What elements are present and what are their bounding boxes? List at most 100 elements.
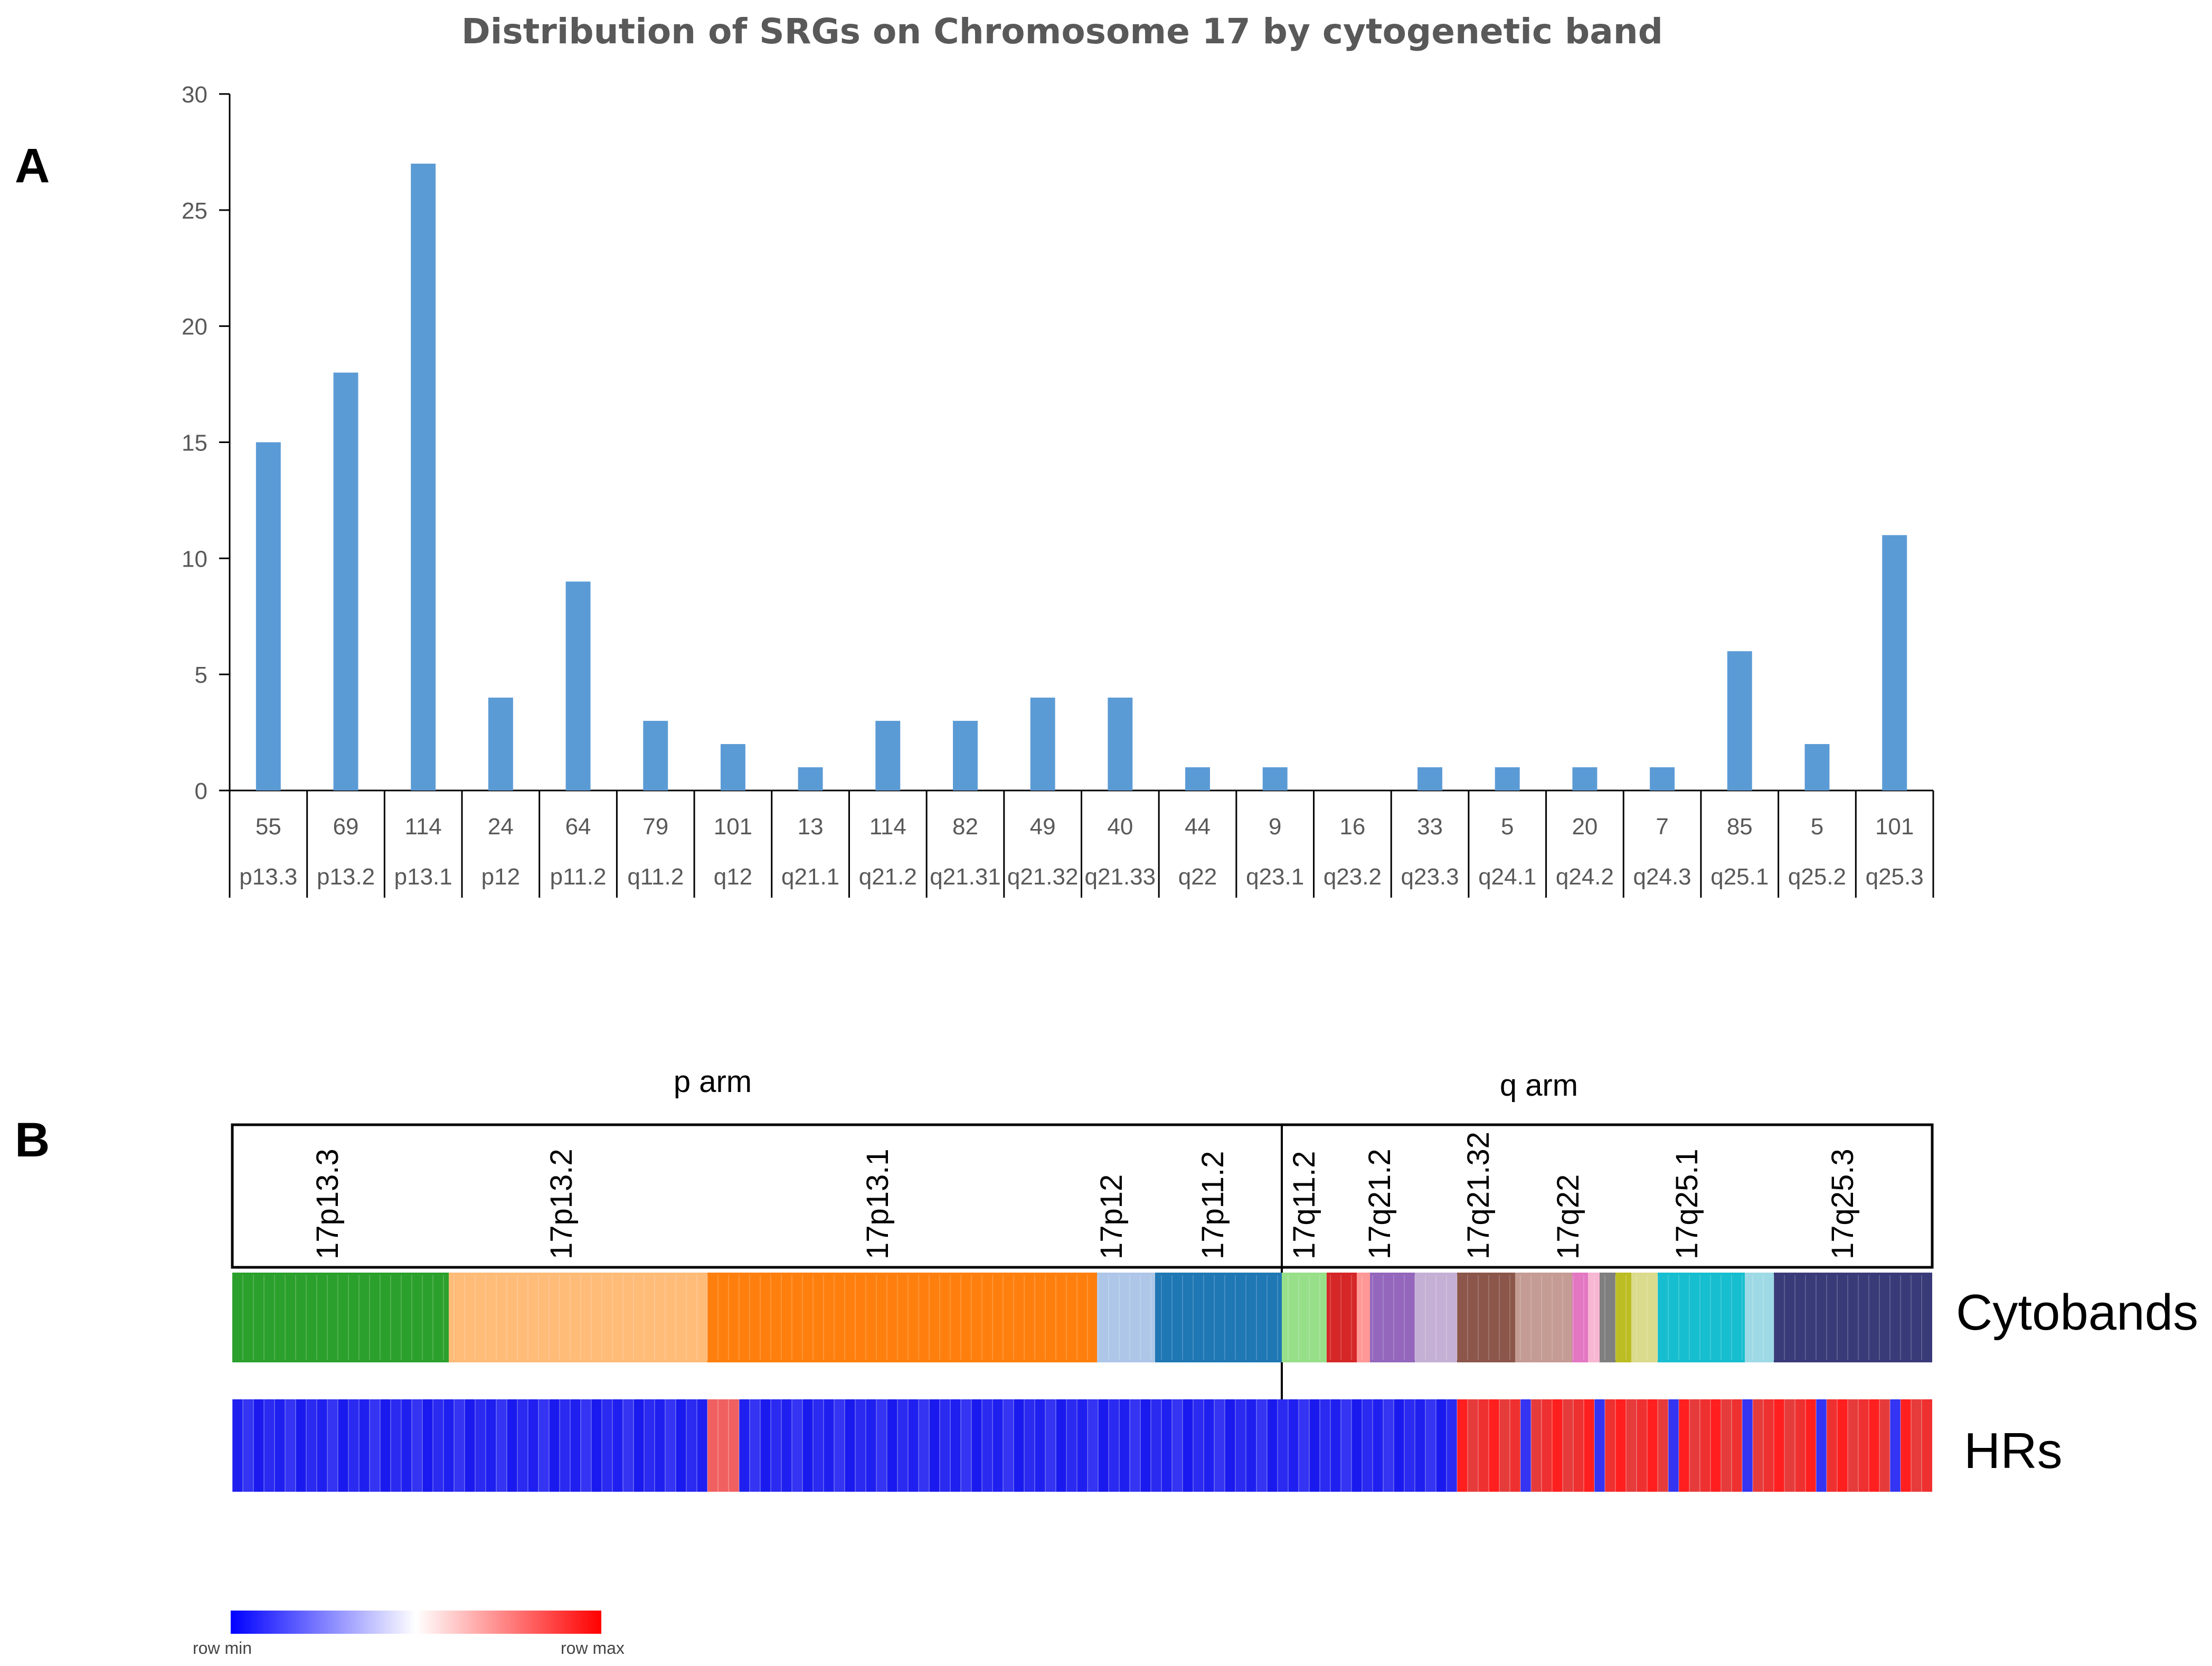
band-label: 17q25.1 <box>1670 1149 1704 1259</box>
hr-cell <box>1035 1399 1045 1492</box>
hr-cell <box>1214 1399 1225 1492</box>
hr-cell <box>1848 1399 1858 1492</box>
cytoband-segment <box>1774 1273 1932 1362</box>
gene-count-label: 85 <box>1727 814 1753 840</box>
gene-count-label: 5 <box>1501 814 1514 840</box>
hr-cell <box>729 1399 739 1492</box>
hr-cell <box>1478 1399 1489 1492</box>
bar-q25.2 <box>1804 744 1830 790</box>
hr-cell <box>422 1399 433 1492</box>
hr-cell <box>475 1399 486 1492</box>
cytoband-segment <box>1572 1273 1588 1362</box>
hr-cell <box>264 1399 275 1492</box>
hr-cell <box>275 1399 285 1492</box>
hr-cell <box>433 1399 443 1492</box>
hr-cell <box>887 1399 897 1492</box>
hr-cell <box>1341 1399 1351 1492</box>
hr-cell <box>1204 1399 1214 1492</box>
hr-cell <box>750 1399 760 1492</box>
bar-q21.32 <box>1030 698 1055 790</box>
hr-cell <box>348 1399 359 1492</box>
hr-cell <box>834 1399 845 1492</box>
band-label: 17p11.2 <box>1196 1151 1230 1259</box>
hr-cell <box>1573 1399 1584 1492</box>
x-tick-label: q21.32 <box>1007 864 1079 890</box>
x-tick-label: p12 <box>481 864 520 890</box>
hr-cell <box>443 1399 454 1492</box>
bar-p11.2 <box>565 581 591 790</box>
hr-cell <box>380 1399 391 1492</box>
hr-cell <box>391 1399 401 1492</box>
cytoband-segment <box>1327 1273 1357 1362</box>
bar-q12 <box>720 744 745 790</box>
hr-cell <box>655 1399 665 1492</box>
hr-cell <box>961 1399 971 1492</box>
bar-q23.3 <box>1417 767 1443 790</box>
hr-cell <box>1911 1399 1922 1492</box>
color-scale-legend <box>231 1611 601 1634</box>
chart-title: Distribution of SRGs on Chromosome 17 by… <box>461 11 1663 52</box>
x-tick-label: q24.2 <box>1556 864 1614 890</box>
hr-cell <box>507 1399 517 1492</box>
hr-cell <box>1837 1399 1848 1492</box>
hr-cell <box>665 1399 676 1492</box>
hr-cell <box>1003 1399 1014 1492</box>
bar-q21.1 <box>798 767 823 790</box>
hr-cell <box>1172 1399 1183 1492</box>
hr-cell <box>1436 1399 1447 1492</box>
x-tick-label: p13.2 <box>317 864 375 890</box>
hr-cell <box>644 1399 655 1492</box>
hr-cell <box>1098 1399 1109 1492</box>
hr-cell <box>919 1399 929 1492</box>
hr-cell <box>866 1399 876 1492</box>
gene-count-label: 69 <box>333 814 359 840</box>
band-label: 17p13.1 <box>861 1149 895 1259</box>
hr-cell <box>1816 1399 1827 1492</box>
hr-cell <box>1288 1399 1299 1492</box>
q-arm-label: q arm <box>1500 1068 1578 1103</box>
hr-cell <box>1183 1399 1193 1492</box>
hr-cell <box>1805 1399 1816 1492</box>
hr-cell <box>338 1399 348 1492</box>
hr-cell <box>760 1399 771 1492</box>
hr-cell <box>1447 1399 1457 1492</box>
band-label: 17q25.3 <box>1826 1149 1860 1259</box>
hr-cell <box>1130 1399 1140 1492</box>
legend-min-label: row min <box>193 1639 252 1658</box>
band-label: 17q21.32 <box>1461 1132 1496 1259</box>
cytoband-heatmap: 17p13.3 17p13.2 17p13.1 17p12 17p11.2 17q11.2… <box>231 1123 1934 1492</box>
y-tick-label: 20 <box>182 314 207 340</box>
hr-cell <box>232 1399 243 1492</box>
cytoband-segment <box>1615 1273 1631 1362</box>
hr-cell <box>1309 1399 1320 1492</box>
hr-cell <box>306 1399 317 1492</box>
bar-q24.1 <box>1495 767 1520 790</box>
bar-q21.2 <box>875 721 901 790</box>
hr-cell <box>253 1399 264 1492</box>
x-tick-label: q21.31 <box>930 864 1001 890</box>
legend-max-label: row max <box>561 1639 625 1658</box>
hr-cell <box>824 1399 834 1492</box>
band-label-box <box>231 1123 1934 1269</box>
hr-cell <box>486 1399 496 1492</box>
bar-q21.33 <box>1108 698 1133 790</box>
hr-cell <box>1320 1399 1330 1492</box>
x-tick-label: p11.2 <box>550 864 607 890</box>
x-tick-label: q24.3 <box>1633 864 1691 890</box>
hr-cell <box>517 1399 528 1492</box>
y-tick-label: 30 <box>182 82 207 108</box>
hr-cell <box>1763 1399 1774 1492</box>
hr-cell <box>359 1399 370 1492</box>
hr-cell <box>1615 1399 1626 1492</box>
hr-cell <box>1056 1399 1066 1492</box>
hr-cell <box>1721 1399 1732 1492</box>
hr-cell <box>1626 1399 1637 1492</box>
hr-cell <box>1700 1399 1710 1492</box>
x-tick-label: q23.2 <box>1324 864 1382 890</box>
gene-count-label: 114 <box>405 814 442 840</box>
gene-count-label: 16 <box>1339 814 1365 840</box>
hr-cell <box>1784 1399 1795 1492</box>
hr-cell <box>781 1399 792 1492</box>
hr-cell <box>591 1399 602 1492</box>
hr-cell <box>412 1399 422 1492</box>
